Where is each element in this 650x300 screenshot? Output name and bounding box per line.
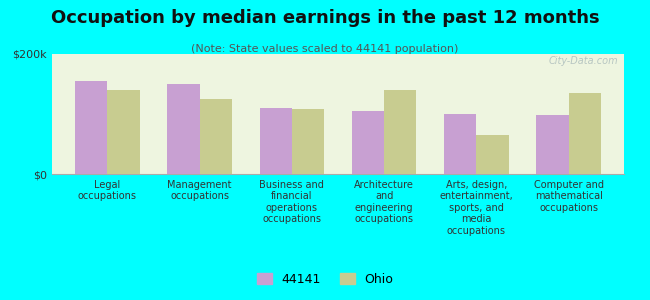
Bar xyxy=(167,84,200,174)
Text: City-Data.com: City-Data.com xyxy=(549,56,618,66)
Bar xyxy=(384,90,417,174)
Bar xyxy=(292,109,324,174)
Bar xyxy=(444,114,476,174)
Bar xyxy=(259,108,292,174)
Text: (Note: State values scaled to 44141 population): (Note: State values scaled to 44141 popu… xyxy=(191,44,459,53)
Bar xyxy=(75,81,107,174)
Bar xyxy=(107,90,140,174)
Legend: 44141, Ohio: 44141, Ohio xyxy=(252,268,398,291)
Bar xyxy=(536,115,569,174)
Bar xyxy=(200,99,232,174)
Bar xyxy=(352,111,384,174)
Bar xyxy=(476,135,509,174)
Bar xyxy=(569,93,601,174)
Text: Occupation by median earnings in the past 12 months: Occupation by median earnings in the pas… xyxy=(51,9,599,27)
